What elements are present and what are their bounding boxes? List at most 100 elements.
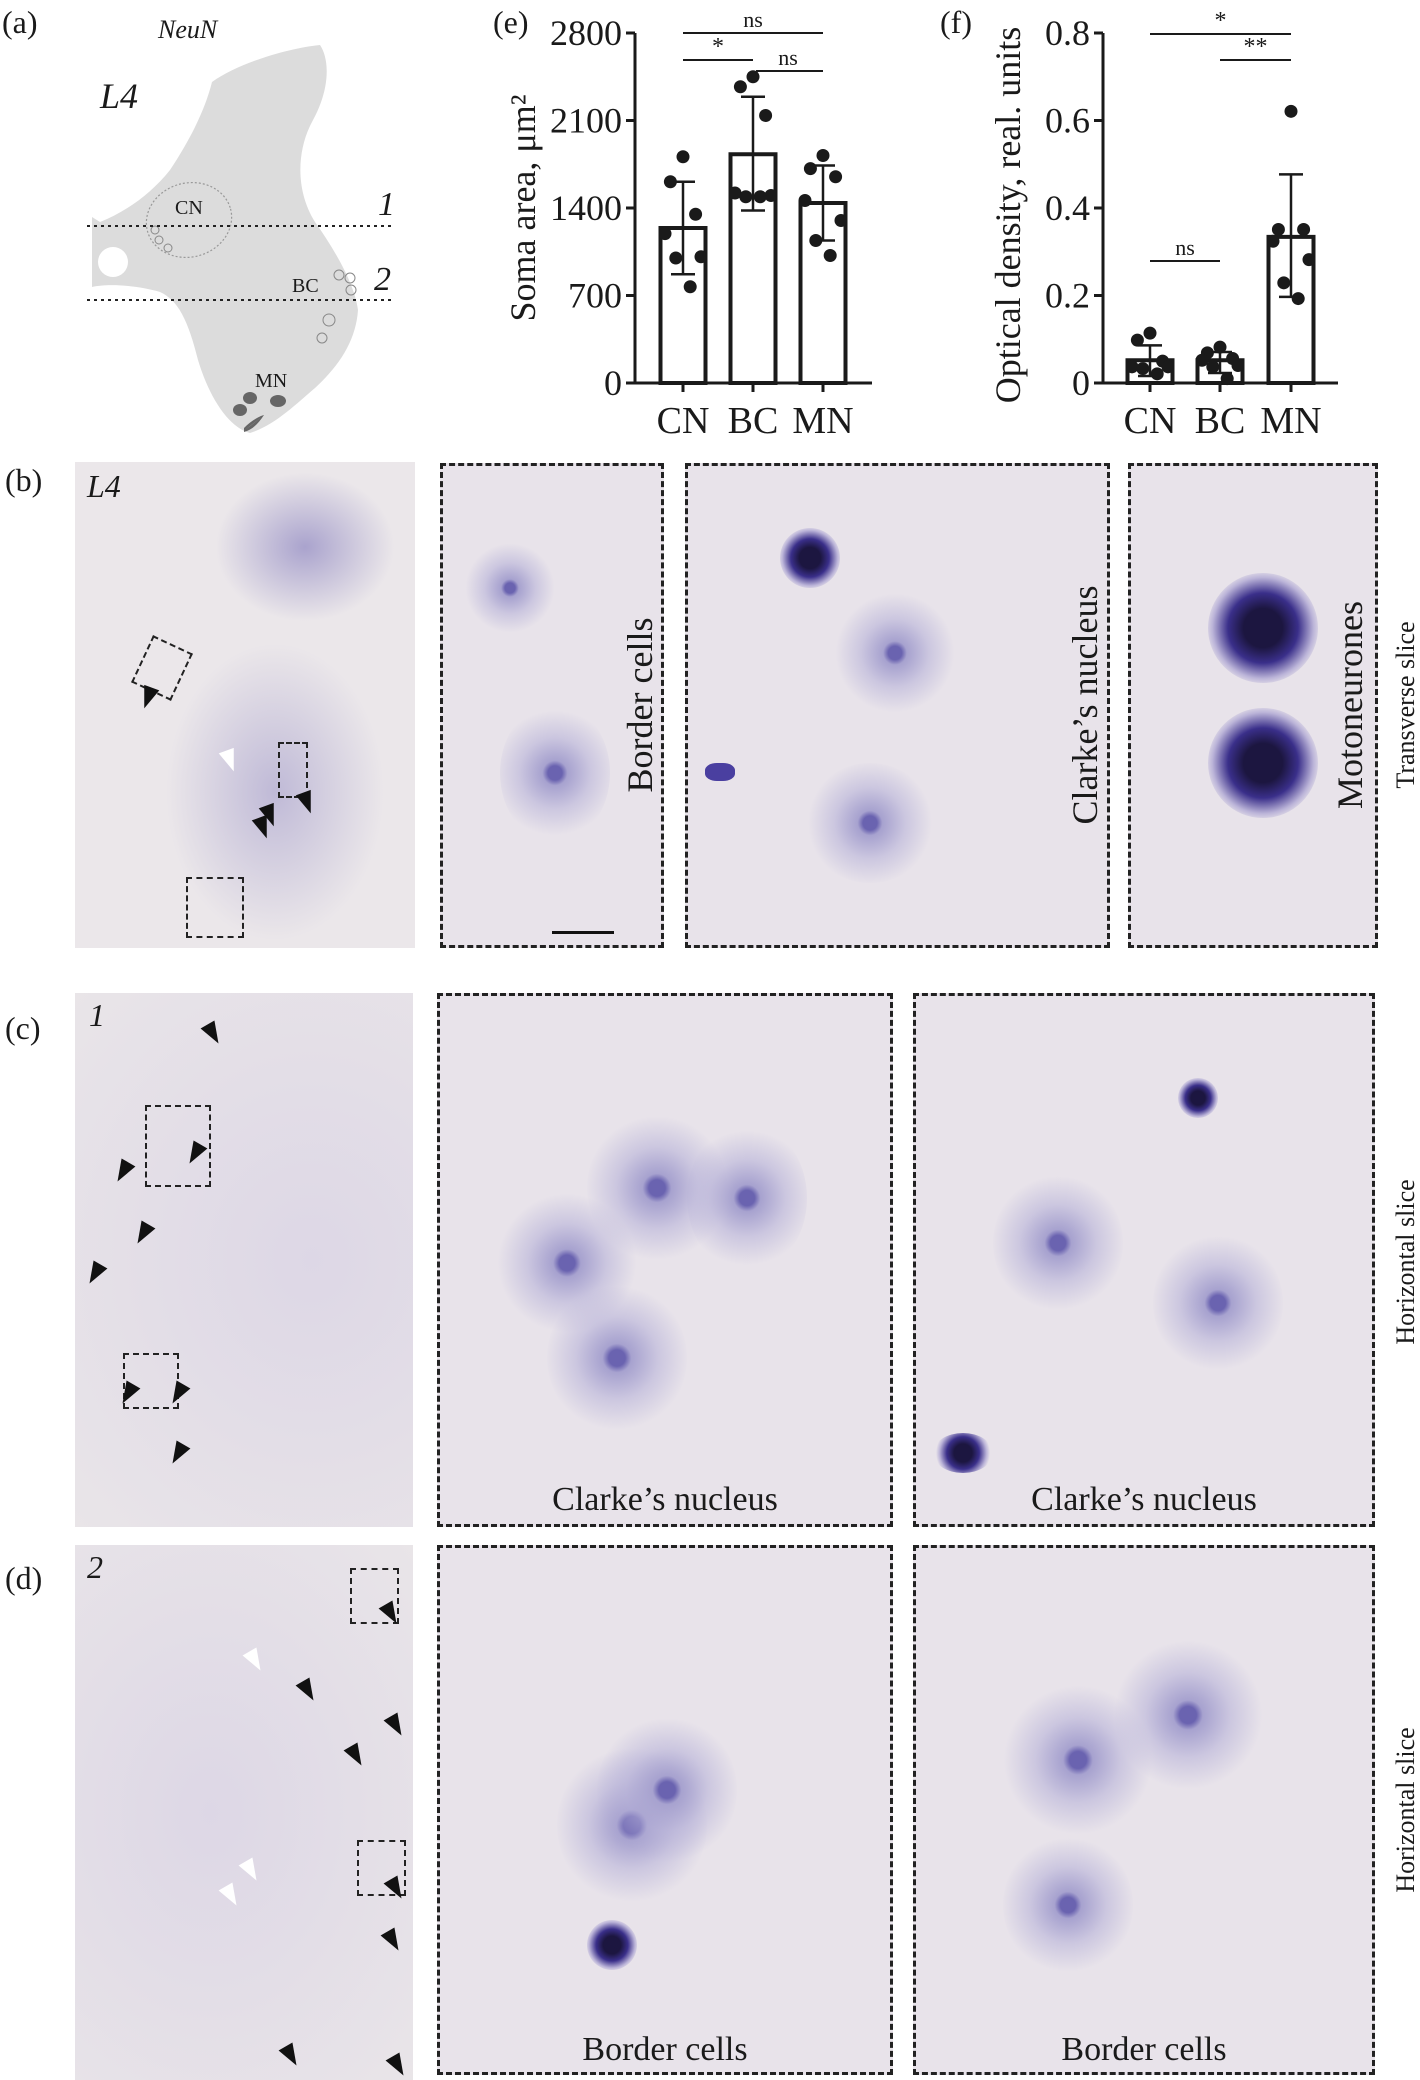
inset-border-cells <box>440 463 664 948</box>
x-tick-label-cn: CN <box>1124 400 1177 442</box>
significance-label: * <box>1215 8 1227 34</box>
data-point <box>809 234 823 247</box>
orientation-label: Horizontal slice <box>1391 1727 1420 1893</box>
data-point <box>694 250 708 264</box>
chart-soma-area: (e) Soma area, μm² 0 700 1400 2100 2800 CN BC M… <box>493 4 872 442</box>
y-axis-label: Optical density, real. units <box>988 27 1028 404</box>
dorsal-horn-staining <box>215 472 395 622</box>
motoneurone-icon <box>243 392 257 404</box>
data-point <box>1284 104 1298 118</box>
data-point <box>1213 340 1227 354</box>
data-point <box>746 70 760 84</box>
significance-label: ns <box>743 7 763 32</box>
neuron <box>835 593 955 713</box>
data-point <box>1125 360 1139 374</box>
inset-border-cells-2: Border cells <box>913 1545 1375 2075</box>
data-point <box>683 280 697 294</box>
arrowhead-icon <box>295 1677 321 1705</box>
roi-box <box>145 1105 211 1187</box>
glia <box>1178 1078 1218 1118</box>
arrowhead-icon <box>343 1742 369 1770</box>
roi-box <box>131 635 193 701</box>
neuron <box>1003 1835 1133 1975</box>
data-point <box>798 194 812 207</box>
data-point <box>728 186 742 200</box>
data-point <box>1291 292 1305 306</box>
glia <box>587 1920 637 1970</box>
data-point <box>1206 360 1220 374</box>
stain-label: NeuN <box>157 15 219 44</box>
motoneurone <box>1208 708 1318 818</box>
inset-caption: Clarke’s nucleus <box>1031 1481 1257 1518</box>
inset-motoneurones <box>1128 463 1378 948</box>
glia <box>705 763 735 781</box>
neuron <box>687 1123 807 1273</box>
section-label-2: 2 <box>374 261 391 298</box>
cell-icon <box>322 313 336 327</box>
inset-caption: Clarke’s nucleus <box>552 1481 778 1518</box>
data-point <box>764 189 778 202</box>
significance-label: * <box>712 34 724 60</box>
roi-box <box>123 1353 179 1409</box>
roi-box <box>186 877 244 938</box>
arrowhead-icon <box>200 1020 226 1048</box>
data-point <box>658 227 672 241</box>
chart-optical-density: (f) Optical density, real. units 0 0.2 0.4… <box>940 4 1338 442</box>
inset-label-motoneurones: Motoneurones <box>1330 601 1370 809</box>
data-point <box>1302 253 1316 267</box>
white-arrowhead-icon <box>218 1882 244 1910</box>
significance-label: ns <box>778 45 798 70</box>
data-point <box>689 207 703 221</box>
cell-icon <box>163 243 173 253</box>
panel-f-label: (f) <box>940 4 972 40</box>
micrograph-transverse-l4: L4 <box>75 462 415 948</box>
motoneurone-icon <box>233 404 247 416</box>
data-point <box>676 150 690 164</box>
significance-label: ns <box>1175 235 1195 260</box>
top-row: (a) NeuN L4 CN BC MN 1 2 <box>2 4 1338 442</box>
section-label: 1 <box>89 997 105 1033</box>
cell-icon <box>344 272 356 284</box>
cell-icon <box>154 235 164 245</box>
level-label: L4 <box>87 468 121 504</box>
section-label: 2 <box>87 1549 103 1585</box>
scale-bar <box>552 931 614 934</box>
neuron <box>500 703 610 843</box>
orientation-label: Horizontal slice <box>1391 1179 1420 1345</box>
neuron <box>805 763 935 883</box>
data-point <box>1136 362 1150 376</box>
white-arrowhead-icon <box>242 1647 268 1675</box>
inset-label-border-cells: Border cells <box>620 617 660 793</box>
inset-clarkes-nucleus-2: Clarke’s nucleus <box>913 993 1375 1527</box>
neuron <box>1113 1640 1263 1790</box>
cell-icon <box>316 332 328 344</box>
y-tick-label: 0.6 <box>1045 101 1090 141</box>
x-tick-label-bc: BC <box>1195 400 1246 442</box>
data-point <box>829 170 843 184</box>
x-tick-label-cn: CN <box>657 400 710 442</box>
motoneurone-icon <box>244 415 264 432</box>
arrowhead-icon <box>165 1440 191 1468</box>
region-bc: BC <box>292 275 319 297</box>
x-tick-label-mn: MN <box>792 400 853 442</box>
neuron <box>465 543 555 633</box>
inset-caption: Border cells <box>582 2031 748 2068</box>
cell-icon <box>150 225 160 235</box>
region-cn: CN <box>175 197 203 219</box>
white-arrowhead-icon <box>238 1857 264 1885</box>
data-point <box>1277 276 1291 290</box>
data-point <box>803 162 817 176</box>
section-label-1: 1 <box>378 186 395 223</box>
y-tick-label: 1400 <box>550 188 622 228</box>
arrowhead-icon <box>383 1712 409 1740</box>
data-point <box>1266 234 1280 248</box>
data-point <box>1220 372 1234 386</box>
level-label: L4 <box>99 76 138 116</box>
panel-e-label: (e) <box>493 4 529 40</box>
tissue-shape <box>92 45 358 433</box>
grey-matter-staining <box>165 642 385 942</box>
data-point <box>1195 353 1209 367</box>
neuron <box>993 1173 1123 1313</box>
orientation-label: Transverse slice <box>1391 621 1420 789</box>
panel-d-label: (d) <box>5 1560 43 1596</box>
